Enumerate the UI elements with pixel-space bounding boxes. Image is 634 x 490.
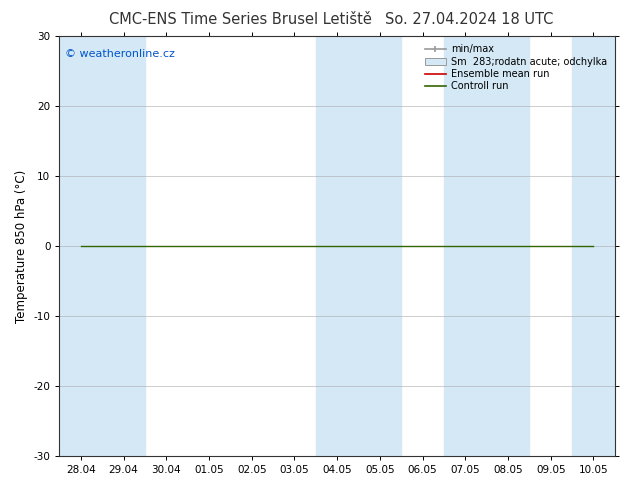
Bar <box>572 36 615 456</box>
Bar <box>60 36 102 456</box>
Y-axis label: Temperature 850 hPa (°C): Temperature 850 hPa (°C) <box>15 170 28 323</box>
Bar <box>102 36 145 456</box>
Text: So. 27.04.2024 18 UTC: So. 27.04.2024 18 UTC <box>385 12 553 27</box>
Legend: min/max, Sm  283;rodatn acute; odchylka, Ensemble mean run, Controll run: min/max, Sm 283;rodatn acute; odchylka, … <box>422 41 610 94</box>
Bar <box>487 36 529 456</box>
Bar <box>358 36 401 456</box>
Bar <box>316 36 358 456</box>
Bar <box>444 36 487 456</box>
Text: © weatheronline.cz: © weatheronline.cz <box>65 49 175 59</box>
Text: CMC-ENS Time Series Brusel Letiště: CMC-ENS Time Series Brusel Letiště <box>110 12 372 27</box>
